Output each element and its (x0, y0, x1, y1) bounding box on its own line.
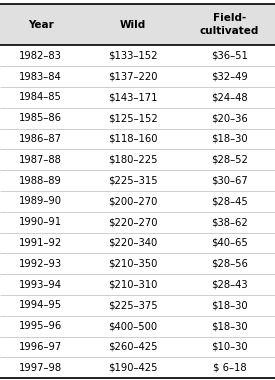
Text: $225–315: $225–315 (108, 176, 158, 185)
Text: 1996–97: 1996–97 (19, 342, 62, 352)
Text: $28–45: $28–45 (211, 196, 248, 206)
Text: 1991–92: 1991–92 (19, 238, 62, 248)
Text: 1995–96: 1995–96 (19, 321, 62, 331)
Text: $24–48: $24–48 (211, 92, 248, 102)
Text: 1986–87: 1986–87 (19, 134, 62, 144)
Text: $400–500: $400–500 (108, 321, 157, 331)
Text: Wild: Wild (120, 20, 146, 30)
Text: $118–160: $118–160 (108, 134, 157, 144)
Text: 1984–85: 1984–85 (19, 92, 62, 102)
Text: $ 6–18: $ 6–18 (213, 363, 246, 373)
Text: $28–56: $28–56 (211, 259, 248, 269)
Text: 1997–98: 1997–98 (19, 363, 62, 373)
Text: $210–310: $210–310 (108, 280, 157, 290)
Text: Field-
cultivated: Field- cultivated (200, 13, 259, 36)
Bar (0, 4, 81, 45)
Text: 1988–89: 1988–89 (19, 176, 62, 185)
Text: $220–270: $220–270 (108, 217, 157, 227)
Text: $133–152: $133–152 (108, 51, 157, 61)
Text: Year: Year (28, 20, 53, 30)
Text: 1989–90: 1989–90 (19, 196, 62, 206)
Text: 1993–94: 1993–94 (19, 280, 62, 290)
Text: 1987–88: 1987–88 (19, 155, 62, 165)
Text: $28–52: $28–52 (211, 155, 248, 165)
Text: $10–30: $10–30 (211, 342, 248, 352)
Text: 1994–95: 1994–95 (19, 300, 62, 310)
Text: $36–51: $36–51 (211, 51, 248, 61)
Text: $210–350: $210–350 (108, 259, 157, 269)
Text: $28–43: $28–43 (211, 280, 248, 290)
Text: $38–62: $38–62 (211, 217, 248, 227)
Text: $18–30: $18–30 (211, 134, 248, 144)
Text: $30–67: $30–67 (211, 176, 248, 185)
Text: $180–225: $180–225 (108, 155, 157, 165)
Text: $143–171: $143–171 (108, 92, 157, 102)
Text: $200–270: $200–270 (108, 196, 157, 206)
Text: $260–425: $260–425 (108, 342, 157, 352)
Text: $190–425: $190–425 (108, 363, 157, 373)
Text: $220–340: $220–340 (108, 238, 157, 248)
Text: $18–30: $18–30 (211, 321, 248, 331)
Bar (81, 4, 184, 45)
Text: $18–30: $18–30 (211, 300, 248, 310)
Text: $20–36: $20–36 (211, 113, 248, 123)
Text: 1983–84: 1983–84 (19, 71, 62, 82)
Text: $125–152: $125–152 (108, 113, 158, 123)
Bar (184, 4, 275, 45)
Text: $225–375: $225–375 (108, 300, 158, 310)
Text: 1985–86: 1985–86 (19, 113, 62, 123)
Text: $40–65: $40–65 (211, 238, 248, 248)
Text: 1982–83: 1982–83 (19, 51, 62, 61)
Text: $137–220: $137–220 (108, 71, 157, 82)
Text: $32–49: $32–49 (211, 71, 248, 82)
Text: 1992–93: 1992–93 (19, 259, 62, 269)
Text: 1990–91: 1990–91 (19, 217, 62, 227)
